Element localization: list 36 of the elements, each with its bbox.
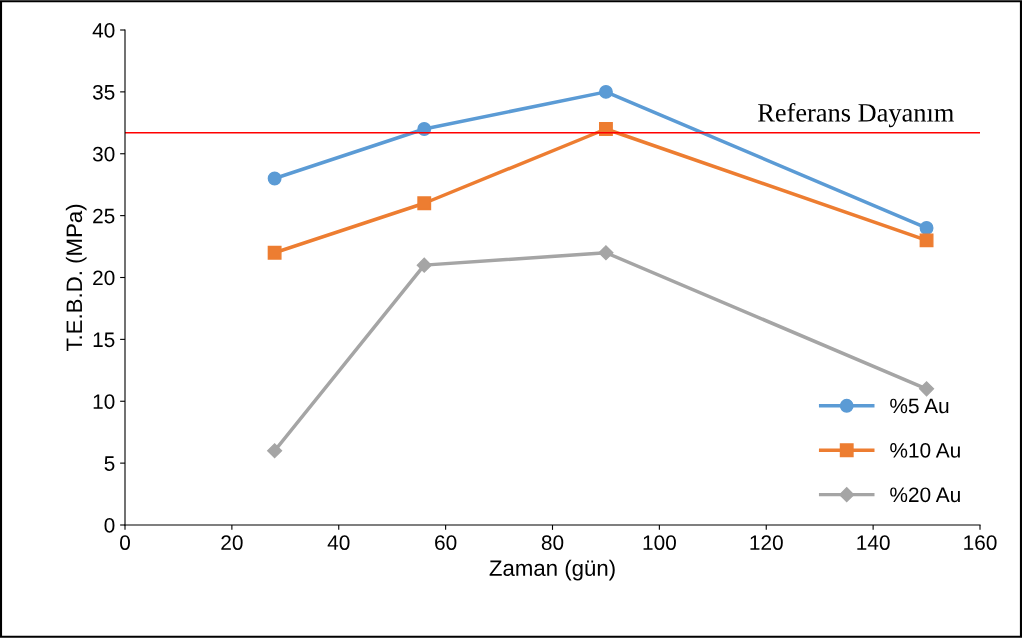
point bbox=[919, 233, 934, 248]
y-tick-label: 0 bbox=[104, 518, 115, 533]
point bbox=[598, 245, 614, 261]
y-tick-label: 35 bbox=[92, 84, 115, 100]
y-tick-label: 15 bbox=[93, 332, 115, 348]
point bbox=[598, 122, 613, 136]
point bbox=[417, 122, 432, 136]
x-tick-label: 140 bbox=[857, 535, 890, 551]
x-tick-label: 40 bbox=[327, 535, 350, 551]
x-tick-label: 0 bbox=[120, 535, 130, 551]
x-tick-label: 100 bbox=[643, 535, 676, 551]
x-tick-label: 160 bbox=[964, 535, 997, 551]
legend-label: %5 Au bbox=[890, 398, 949, 414]
point bbox=[417, 196, 432, 211]
x-axis-title: Zaman (gün) bbox=[489, 559, 615, 581]
point bbox=[598, 84, 613, 99]
y-tick-label: 25 bbox=[93, 208, 115, 224]
point bbox=[267, 171, 282, 186]
y-tick-label: 20 bbox=[93, 270, 115, 286]
point bbox=[416, 257, 432, 273]
legend-label: %20 Au bbox=[890, 487, 960, 503]
x-tick-label: 120 bbox=[750, 535, 783, 551]
x-tick-label: 20 bbox=[221, 535, 243, 551]
point bbox=[267, 245, 282, 260]
y-tick-label: 10 bbox=[93, 394, 115, 409]
y-tick-label: 30 bbox=[92, 146, 115, 162]
ref-line-label: Referans Dayanım bbox=[758, 102, 954, 128]
y-tick-label: 40 bbox=[92, 23, 115, 38]
x-tick-label: 80 bbox=[541, 535, 564, 551]
y-tick-label: 5 bbox=[104, 456, 115, 471]
y-axis-title: T.E.B.D. (MPa) bbox=[65, 204, 87, 352]
point bbox=[919, 221, 934, 235]
point bbox=[918, 381, 935, 397]
point bbox=[267, 443, 283, 459]
x-tick-label: 60 bbox=[435, 535, 457, 551]
legend-label: %10 Au bbox=[890, 442, 960, 458]
